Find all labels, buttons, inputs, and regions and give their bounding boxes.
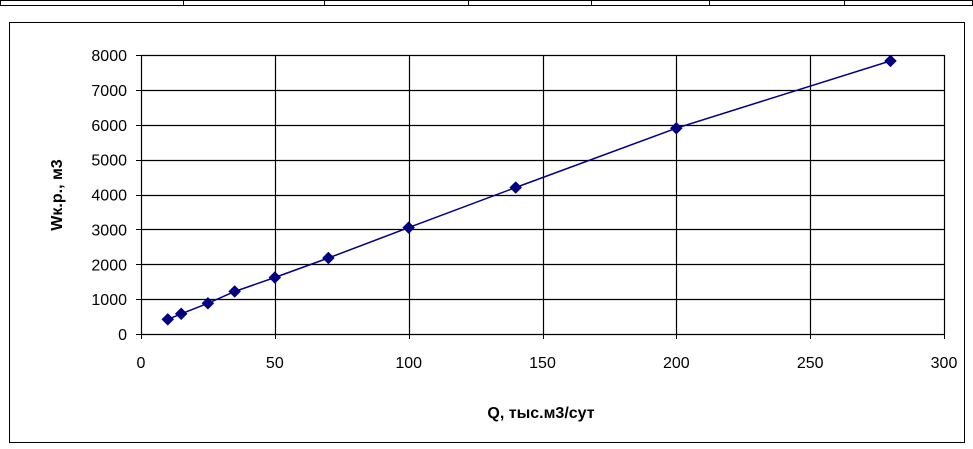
x-axis-title: Q, тыс.м3/сут — [487, 405, 594, 422]
data-point — [322, 251, 335, 265]
x-tick-label: 50 — [266, 355, 284, 372]
data-point — [161, 312, 175, 326]
data-point — [268, 271, 282, 284]
y-axis-title: Wк.р., м3 — [49, 159, 66, 231]
x-tick-label: 0 — [137, 355, 146, 372]
grid — [141, 54, 946, 334]
table-fragment — [0, 0, 973, 6]
data-point — [884, 54, 897, 68]
y-tick-label: 2000 — [91, 257, 127, 274]
data-point — [402, 221, 416, 234]
y-tick-label: 3000 — [91, 222, 127, 239]
y-tick-label: 1000 — [91, 292, 127, 309]
y-tick-label: 0 — [118, 327, 127, 344]
x-tick-label: 100 — [395, 355, 422, 372]
x-tick-label: 300 — [931, 355, 958, 372]
x-tick-label: 200 — [663, 355, 690, 372]
x-tick-label: 250 — [797, 355, 824, 372]
data-point — [669, 121, 683, 135]
y-tick-label: 7000 — [91, 83, 127, 100]
y-tick-label: 6000 — [91, 118, 127, 135]
data-point — [228, 285, 242, 298]
y-tick-label: 8000 — [91, 48, 127, 65]
data-series — [161, 54, 897, 326]
axes — [136, 55, 945, 339]
chart-border — [9, 22, 965, 443]
data-point — [509, 181, 523, 194]
y-tick-label: 4000 — [91, 188, 127, 205]
tick-labels: 0 50 100 150 200 250 3000100020003000400050006… — [91, 48, 957, 372]
x-tick-label: 150 — [529, 355, 556, 372]
y-tick-label: 5000 — [91, 153, 127, 170]
data-point — [174, 307, 188, 321]
data-point — [201, 296, 215, 310]
series-line — [167, 60, 891, 321]
